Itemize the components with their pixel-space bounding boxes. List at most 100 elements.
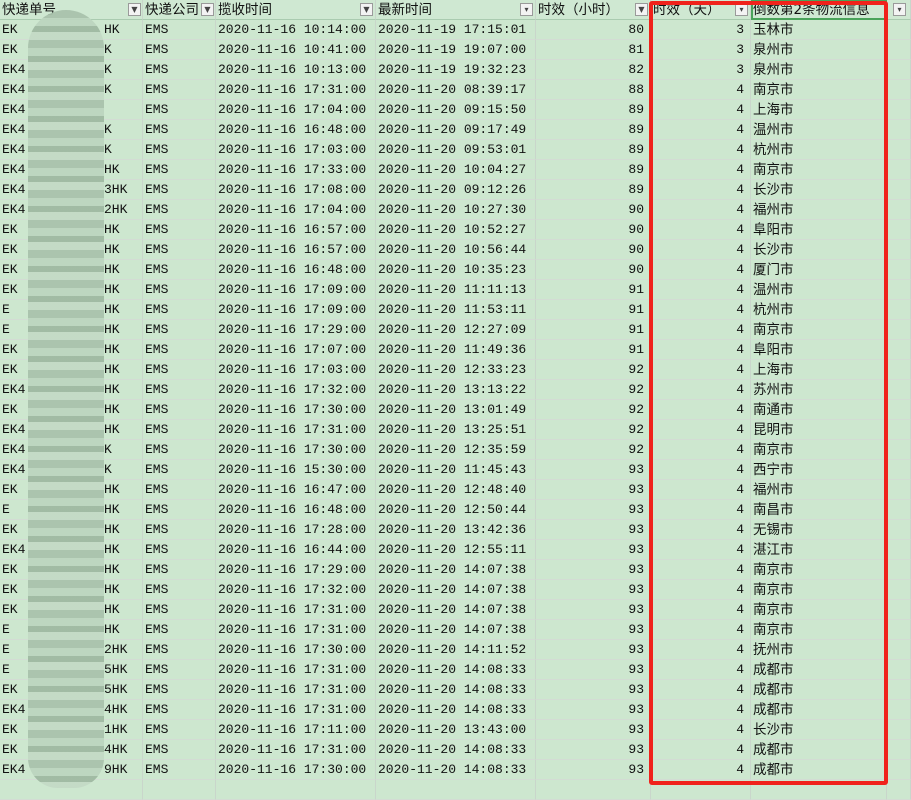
cell-days[interactable]: 4	[651, 740, 751, 760]
cell-empty[interactable]	[887, 120, 911, 140]
cell-pickup-time[interactable]: 2020-11-16 16:48:00	[216, 120, 376, 140]
cell-courier[interactable]: EMS	[143, 420, 216, 440]
cell-hours[interactable]: 93	[536, 680, 651, 700]
cell-empty[interactable]	[887, 620, 911, 640]
cell-hours[interactable]: 90	[536, 200, 651, 220]
filter-active-icon[interactable]: ▾	[893, 3, 906, 16]
cell-days[interactable]: 4	[651, 580, 751, 600]
cell-latest-time[interactable]: 2020-11-20 12:48:40	[376, 480, 536, 500]
cell-hours[interactable]: 91	[536, 300, 651, 320]
cell-courier[interactable]: EMS	[143, 300, 216, 320]
cell-pickup-time[interactable]: 2020-11-16 17:11:00	[216, 720, 376, 740]
cell-pickup-time[interactable]: 2020-11-16 17:08:00	[216, 180, 376, 200]
cell-latest-time[interactable]: 2020-11-20 13:13:22	[376, 380, 536, 400]
cell-pickup-time[interactable]: 2020-11-16 17:30:00	[216, 640, 376, 660]
cell-courier[interactable]: EMS	[143, 220, 216, 240]
cell-courier[interactable]: EMS	[143, 480, 216, 500]
cell-pickup-time[interactable]: 2020-11-16 17:31:00	[216, 740, 376, 760]
cell-empty[interactable]	[887, 720, 911, 740]
cell-hours[interactable]: 93	[536, 720, 651, 740]
cell-empty[interactable]	[887, 680, 911, 700]
cell-empty[interactable]	[887, 180, 911, 200]
cell-days[interactable]: 4	[651, 440, 751, 460]
cell-pickup-time[interactable]: 2020-11-16 15:30:00	[216, 460, 376, 480]
cell-pickup-time[interactable]: 2020-11-16 17:31:00	[216, 600, 376, 620]
cell-latest-time[interactable]: 2020-11-20 14:08:33	[376, 760, 536, 780]
cell-courier[interactable]: EMS	[143, 740, 216, 760]
dropdown-arrow-icon[interactable]: ▼	[635, 3, 648, 16]
cell-courier[interactable]: EMS	[143, 540, 216, 560]
cell-hours[interactable]: 92	[536, 400, 651, 420]
cell-empty[interactable]	[887, 740, 911, 760]
cell-latest-time[interactable]: 2020-11-20 12:33:23	[376, 360, 536, 380]
cell-courier[interactable]: EMS	[143, 240, 216, 260]
header-days[interactable]: 时效（天） ▾	[651, 0, 751, 20]
cell-empty[interactable]	[887, 520, 911, 540]
cell-courier[interactable]: EMS	[143, 140, 216, 160]
cell-courier[interactable]: EMS	[143, 440, 216, 460]
cell-days[interactable]: 4	[651, 680, 751, 700]
cell-latest-time[interactable]: 2020-11-19 19:32:23	[376, 60, 536, 80]
cell-latest-time[interactable]: 2020-11-20 13:25:51	[376, 420, 536, 440]
cell-pickup-time[interactable]: 2020-11-16 17:29:00	[216, 320, 376, 340]
cell-hours[interactable]: 91	[536, 280, 651, 300]
cell-courier[interactable]: EMS	[143, 520, 216, 540]
cell-latest-time[interactable]: 2020-11-20 10:04:27	[376, 160, 536, 180]
cell-hours[interactable]: 92	[536, 360, 651, 380]
cell-days[interactable]: 4	[651, 80, 751, 100]
cell-latest-time[interactable]: 2020-11-20 14:07:38	[376, 560, 536, 580]
cell-courier[interactable]: EMS	[143, 120, 216, 140]
cell-empty[interactable]	[887, 660, 911, 680]
cell-city[interactable]: 南京市	[751, 440, 887, 460]
cell-city[interactable]: 泉州市	[751, 40, 887, 60]
cell-days[interactable]: 4	[651, 100, 751, 120]
cell-city[interactable]: 南京市	[751, 620, 887, 640]
cell-empty[interactable]	[887, 140, 911, 160]
cell-pickup-time[interactable]: 2020-11-16 17:31:00	[216, 80, 376, 100]
cell-hours[interactable]: 89	[536, 100, 651, 120]
cell-days[interactable]: 4	[651, 600, 751, 620]
cell-empty[interactable]	[887, 200, 911, 220]
cell-pickup-time[interactable]: 2020-11-16 17:04:00	[216, 100, 376, 120]
cell-latest-time[interactable]: 2020-11-20 09:17:49	[376, 120, 536, 140]
cell-city[interactable]: 抚州市	[751, 640, 887, 660]
cell-empty[interactable]	[887, 260, 911, 280]
cell-hours[interactable]: 92	[536, 420, 651, 440]
cell-empty[interactable]	[887, 400, 911, 420]
cell-city[interactable]: 成都市	[751, 740, 887, 760]
cell-hours[interactable]: 89	[536, 120, 651, 140]
cell-pickup-time[interactable]: 2020-11-16 16:57:00	[216, 240, 376, 260]
cell-courier[interactable]: EMS	[143, 580, 216, 600]
cell-empty[interactable]	[887, 280, 911, 300]
cell-pickup-time[interactable]: 2020-11-16 17:31:00	[216, 420, 376, 440]
cell-pickup-time[interactable]: 2020-11-16 17:03:00	[216, 140, 376, 160]
cell-city[interactable]: 南通市	[751, 400, 887, 420]
cell-hours[interactable]: 89	[536, 140, 651, 160]
cell-hours[interactable]: 93	[536, 640, 651, 660]
cell-latest-time[interactable]: 2020-11-20 09:15:50	[376, 100, 536, 120]
cell-latest-time[interactable]: 2020-11-20 10:27:30	[376, 200, 536, 220]
cell-hours[interactable]: 93	[536, 620, 651, 640]
cell-latest-time[interactable]: 2020-11-20 13:42:36	[376, 520, 536, 540]
cell-hours[interactable]: 90	[536, 240, 651, 260]
cell-pickup-time[interactable]: 2020-11-16 17:03:00	[216, 360, 376, 380]
cell-empty[interactable]	[887, 160, 911, 180]
cell-courier[interactable]: EMS	[143, 40, 216, 60]
cell-hours[interactable]: 91	[536, 320, 651, 340]
cell-city[interactable]: 温州市	[751, 280, 887, 300]
cell-pickup-time[interactable]: 2020-11-16 16:44:00	[216, 540, 376, 560]
cell-hours[interactable]: 81	[536, 40, 651, 60]
cell-empty[interactable]	[887, 480, 911, 500]
cell-courier[interactable]: EMS	[143, 100, 216, 120]
cell-latest-time[interactable]: 2020-11-20 14:11:52	[376, 640, 536, 660]
cell-days[interactable]: 3	[651, 60, 751, 80]
cell-city[interactable]: 南京市	[751, 80, 887, 100]
cell-courier[interactable]: EMS	[143, 560, 216, 580]
cell-hours[interactable]: 90	[536, 220, 651, 240]
cell-hours[interactable]: 93	[536, 580, 651, 600]
cell-pickup-time[interactable]: 2020-11-16 17:30:00	[216, 760, 376, 780]
cell-pickup-time[interactable]: 2020-11-16 17:31:00	[216, 660, 376, 680]
cell-latest-time[interactable]: 2020-11-20 11:53:11	[376, 300, 536, 320]
cell-city[interactable]: 苏州市	[751, 380, 887, 400]
cell-latest-time[interactable]: 2020-11-20 12:55:11	[376, 540, 536, 560]
